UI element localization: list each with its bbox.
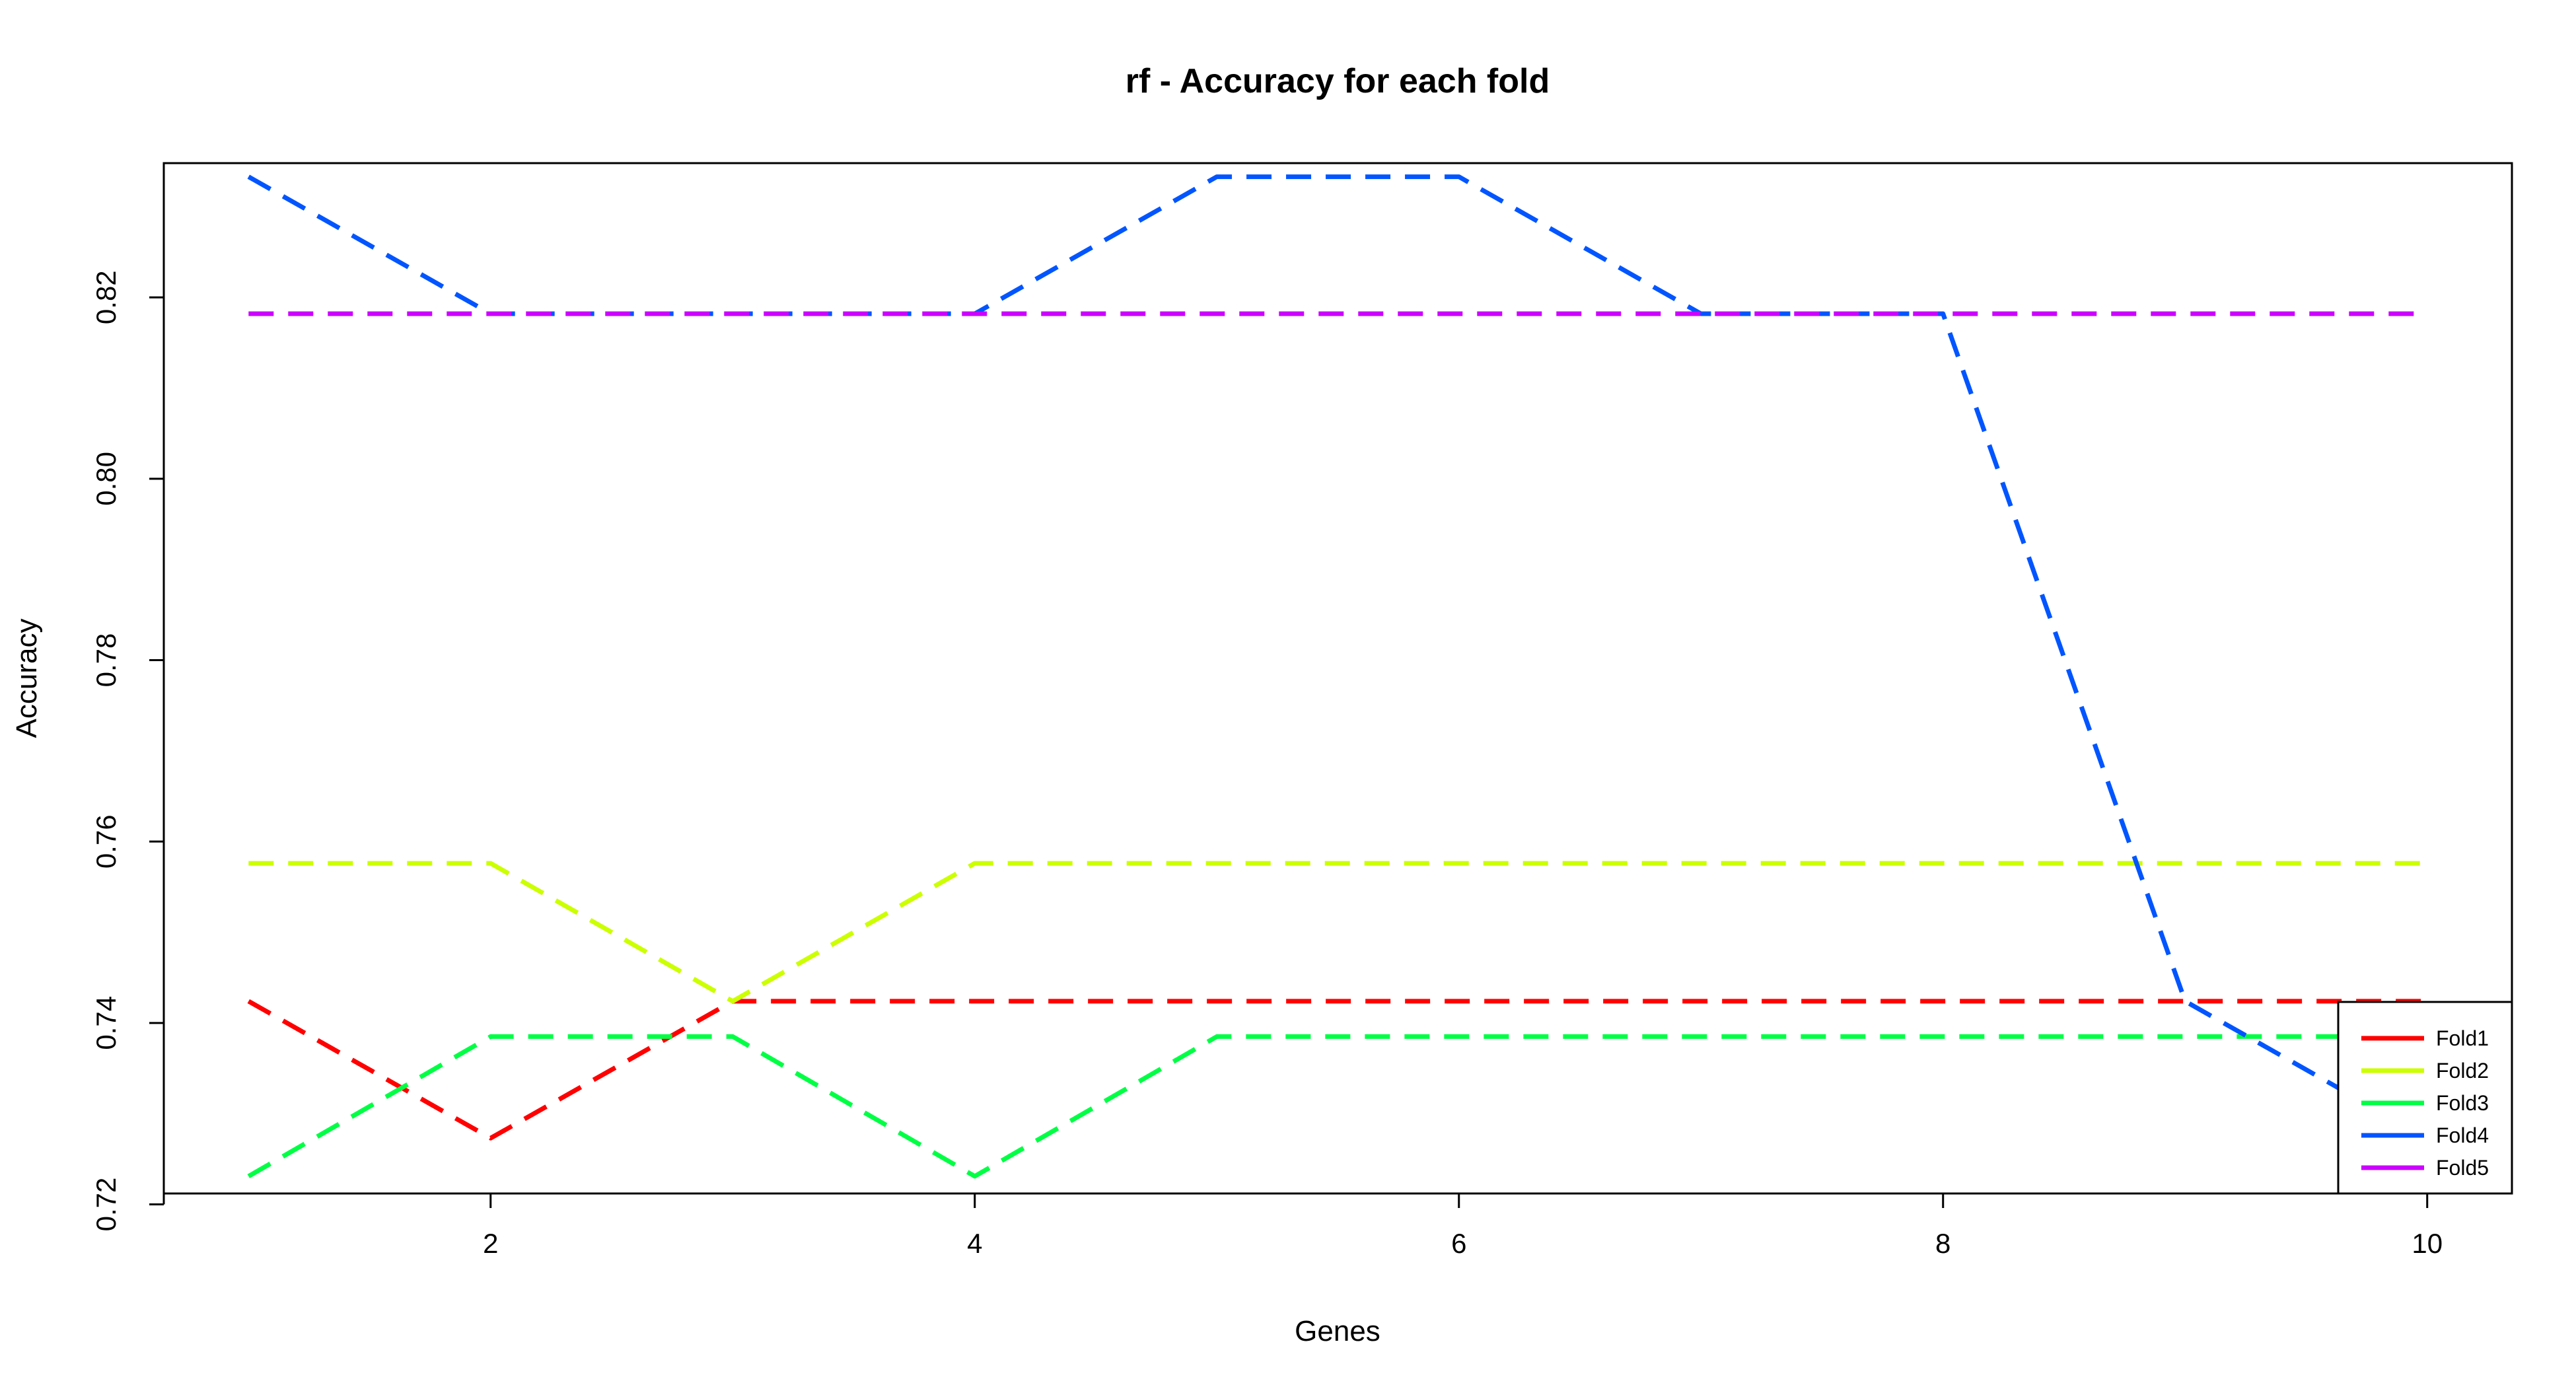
x-tick-label: 2 [483,1228,498,1259]
legend-box [2337,1001,2513,1195]
series-line-fold3 [247,1034,2427,1179]
y-tick-label: 0.72 [90,1178,122,1232]
x-tick-label: 6 [1451,1228,1466,1259]
series-layer [247,174,2429,1179]
legend-label-fold2: Fold2 [2436,1059,2489,1083]
series-line-fold2 [248,861,2427,1004]
y-tick-label: 0.76 [90,814,122,869]
y-tick-label: 0.82 [90,270,122,324]
legend-label-fold1: Fold1 [2436,1026,2489,1050]
x-axis: 2 4 6 8 10 [483,1192,2443,1259]
x-tick-label: 10 [2412,1228,2443,1259]
y-tick-label: 0.80 [90,452,122,506]
legend-label-fold5: Fold5 [2436,1156,2489,1180]
legend-label-fold4: Fold4 [2436,1123,2489,1147]
x-tick-label: 4 [967,1228,982,1259]
chart-title: rf - Accuracy for each fold [1126,62,1550,100]
y-tick-label: 0.78 [90,633,122,688]
x-axis-label: Genes [1295,1315,1380,1347]
x-tick-label: 8 [1935,1228,1950,1259]
legend-label-fold3: Fold3 [2436,1091,2489,1115]
series-line-fold1 [247,999,2427,1141]
y-axis: 0.72 0.74 0.76 0.78 0.80 0.82 [90,270,165,1232]
y-axis-label: Accuracy [11,619,43,738]
y-tick-label: 0.74 [90,996,122,1050]
legend: Fold1 Fold2 Fold3 Fold4 Fold5 [2337,1001,2513,1195]
